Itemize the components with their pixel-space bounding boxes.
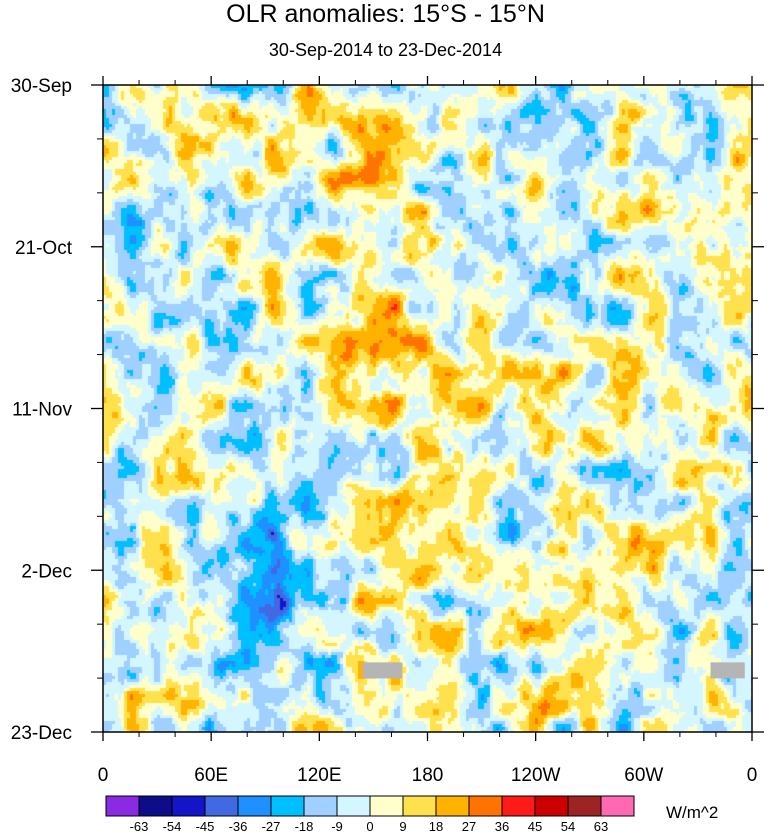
colorbar-label: -54 [163,819,182,834]
missing-data-box-1 [710,662,745,679]
colorbar-label: 9 [399,819,406,834]
colorbar-label: -36 [229,819,248,834]
colorbar-label: -63 [130,819,149,834]
colorbar-swatch-7 [336,795,371,817]
y-tick-label: 23-Dec [11,723,72,744]
colorbar-swatch-1 [138,795,173,817]
colorbar-label: -45 [196,819,215,834]
colorbar-units: W/m^2 [666,803,718,822]
colorbar-swatch-15 [600,795,635,817]
x-tick-label: 180 [412,765,444,786]
y-tick-label: 2-Dec [21,561,72,582]
chart-subtitle: 30-Sep-2014 to 23-Dec-2014 [268,40,503,60]
colorbar-swatch-14 [567,795,602,817]
colorbar-label: 54 [561,819,575,834]
x-tick-label: 60W [624,765,663,786]
y-tick-label: 21-Oct [15,238,73,259]
colorbar-swatch-11 [468,795,503,817]
y-tick-label: 11-Nov [12,400,72,421]
colorbar-label: -27 [262,819,281,834]
x-tick-label: 60E [194,765,228,786]
missing-data-box-0 [362,662,403,679]
colorbar-swatch-9 [402,795,437,817]
colorbar-swatch-12 [501,795,536,817]
colorbar-label: 63 [594,819,608,834]
chart-title: OLR anomalies: 15°S - 15°N [226,0,545,28]
colorbar-swatch-4 [237,795,272,817]
colorbar-label: 36 [495,819,509,834]
colorbar-swatch-10 [435,795,470,817]
colorbar-label: -9 [331,819,343,834]
colorbar-label: -18 [295,819,314,834]
colorbar-label: 18 [429,819,443,834]
x-tick-label: 0 [98,765,109,786]
x-tick-label: 120W [511,765,561,786]
colorbar-swatch-6 [303,795,338,817]
colorbar-swatch-8 [369,795,404,817]
colorbar-swatch-0 [105,795,140,817]
colorbar-label: 27 [462,819,476,834]
x-tick-label: 0 [747,765,758,786]
colorbar-label: 0 [366,819,373,834]
colorbar-swatch-2 [171,795,206,817]
colorbar-label: 45 [528,819,542,834]
colorbar-swatch-3 [204,795,239,817]
colorbar-swatch-5 [270,795,305,817]
colorbar-swatch-13 [534,795,569,817]
anomaly-field-raster [103,85,752,732]
y-tick-label: 30-Sep [11,76,72,97]
x-tick-label: 120E [297,765,341,786]
